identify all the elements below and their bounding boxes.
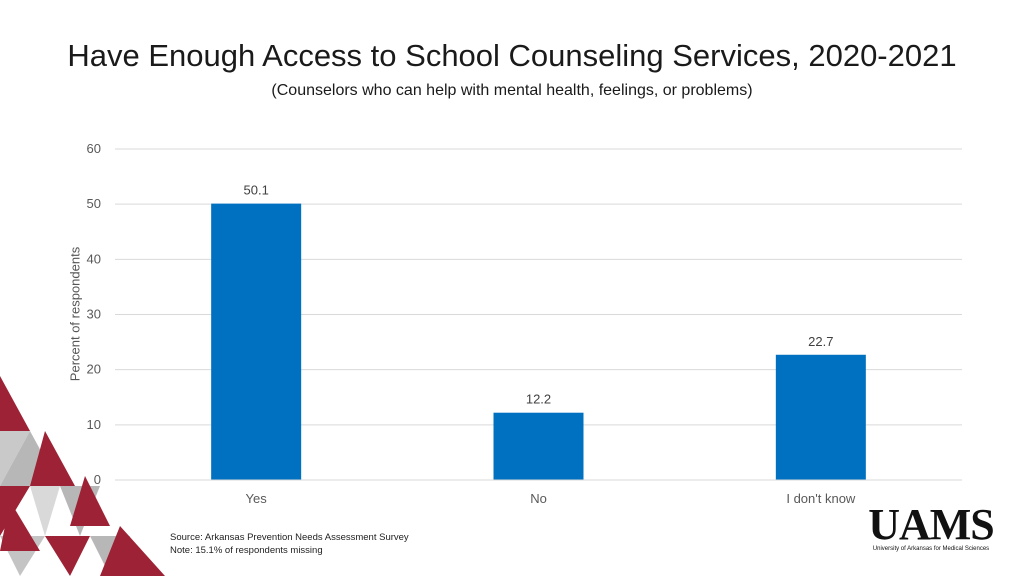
y-tick-label: 40: [87, 251, 101, 266]
bar: [493, 412, 584, 480]
footnotes: Source: Arkansas Prevention Needs Assess…: [170, 531, 409, 557]
y-tick-label: 0: [94, 472, 101, 487]
uams-logo: UAMS University of Arkansas for Medical …: [866, 500, 996, 553]
y-tick-label: 10: [87, 417, 101, 432]
logo-wordmark: UAMS: [868, 500, 995, 549]
data-label: 50.1: [244, 183, 269, 198]
y-tick-label: 20: [87, 362, 101, 377]
source-note: Source: Arkansas Prevention Needs Assess…: [170, 532, 409, 543]
bar: [211, 203, 302, 481]
x-tick-label: I don't know: [786, 491, 856, 506]
page-number: 9: [38, 562, 44, 573]
y-tick-label: 50: [87, 196, 101, 211]
decorative-triangles: [0, 376, 165, 576]
data-label: 12.2: [526, 392, 551, 407]
logo-tagline: University of Arkansas for Medical Scien…: [872, 546, 990, 552]
missing-note: Note: 15.1% of respondents missing: [170, 545, 323, 556]
y-axis-label: Percent of respondents: [67, 246, 83, 382]
y-tick-label: 30: [87, 307, 101, 322]
chart-title: Have Enough Access to School Counseling …: [67, 38, 957, 73]
x-tick-label: No: [530, 491, 547, 506]
data-label: 22.7: [808, 334, 833, 349]
y-tick-label: 60: [87, 141, 101, 156]
chart-subtitle: (Counselors who can help with mental hea…: [271, 82, 753, 99]
x-tick-label: Yes: [246, 491, 268, 506]
bar: [775, 354, 866, 480]
